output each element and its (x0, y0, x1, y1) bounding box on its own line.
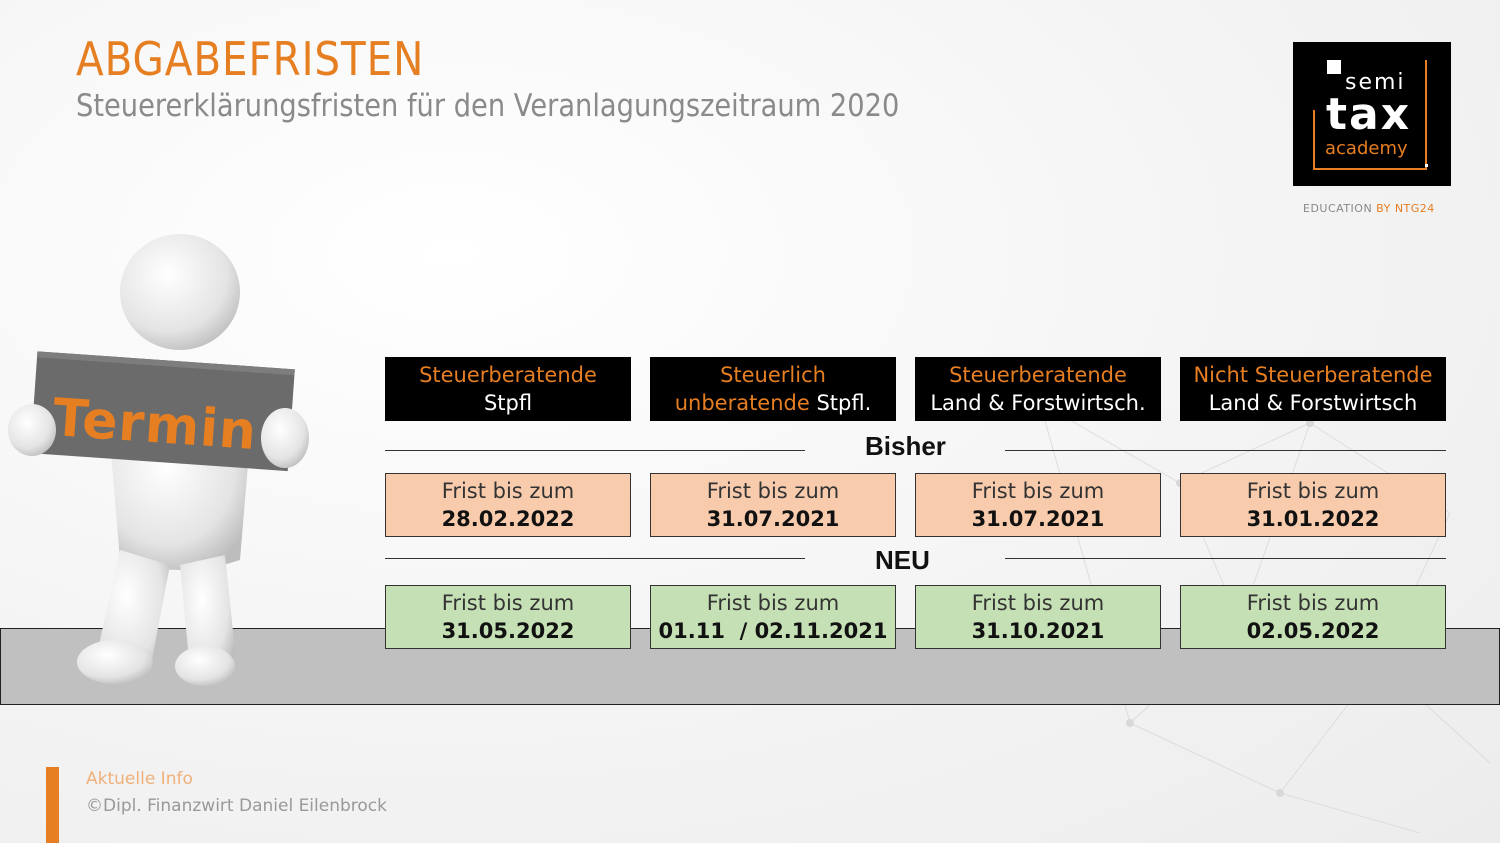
deadline-date: 01.11 / 02.11.2021 (658, 619, 888, 643)
deadline-label: Frist bis zum (441, 591, 575, 615)
logo-text-academy: academy (1325, 138, 1408, 159)
column-header-3-rest: Land & Forstwirtsch. (930, 391, 1146, 415)
neu-separator-right (1005, 558, 1446, 559)
logo-text-tax: tax (1326, 89, 1412, 140)
deadline-label: Frist bis zum (706, 479, 840, 503)
logo-text-semi: semi (1345, 70, 1406, 95)
page-title: ABGABEFRISTEN (76, 32, 425, 86)
footer-copyright: ©Dipl. Finanzwirt Daniel Eilenbrock (86, 796, 387, 816)
deadline-date: 31.10.2021 (971, 619, 1105, 643)
logo-square (1327, 60, 1341, 74)
bisher-deadline-1: Frist bis zum 28.02.2022 (385, 473, 631, 537)
bisher-deadline-3: Frist bis zum 31.07.2021 (915, 473, 1161, 537)
deadline-date: 28.02.2022 (441, 507, 575, 531)
page-subtitle: Steuererklärungsfristen für den Veranlag… (76, 88, 900, 124)
column-header-1: Steuerberatende Stpfl (385, 357, 631, 421)
deadline-label: Frist bis zum (1246, 591, 1380, 615)
logo-frame (1313, 60, 1427, 170)
deadline-date: 31.01.2022 (1246, 507, 1380, 531)
deadline-label: Frist bis zum (1246, 479, 1380, 503)
deadline-date: 02.05.2022 (1246, 619, 1380, 643)
neu-deadline-2: Frist bis zum 01.11 / 02.11.2021 (650, 585, 896, 649)
semitax-academy-logo: semi tax academy (1293, 42, 1451, 186)
neu-deadline-4: Frist bis zum 02.05.2022 (1180, 585, 1446, 649)
tagline-accent: BY NTG24 (1376, 202, 1435, 215)
column-header-2-rest: Stpfl. (809, 391, 872, 415)
neu-deadline-1: Frist bis zum 31.05.2022 (385, 585, 631, 649)
bisher-label: Bisher (865, 431, 946, 461)
bisher-separator-left (385, 450, 805, 451)
deadline-label: Frist bis zum (706, 591, 840, 615)
deadline-label: Frist bis zum (441, 479, 575, 503)
logo-dot (1425, 164, 1428, 167)
deadline-date: 31.07.2021 (971, 507, 1105, 531)
neu-label: NEU (875, 545, 930, 575)
footer-accent-bar (46, 767, 59, 843)
column-header-4-rest: Land & Forstwirtsch (1208, 391, 1418, 415)
deadline-label: Frist bis zum (971, 479, 1105, 503)
deadline-date: 31.07.2021 (706, 507, 840, 531)
bisher-separator-right (1005, 450, 1446, 451)
column-header-1-accent: Steuerberatende (419, 363, 597, 387)
column-header-2-accent: Steuerlich (720, 363, 826, 387)
column-header-1-rest: Stpfl (483, 391, 533, 415)
deadline-date: 31.05.2022 (441, 619, 575, 643)
column-header-2: Steuerlich unberatende Stpfl. (650, 357, 896, 421)
figure-holding-sign-illustration (8, 234, 309, 686)
bisher-deadline-2: Frist bis zum 31.07.2021 (650, 473, 896, 537)
column-header-2-accent2: unberatende (674, 391, 810, 415)
logo-tagline: EDUCATION BY NTG24 (1303, 202, 1435, 215)
deadline-label: Frist bis zum (971, 591, 1105, 615)
column-header-3: Steuerberatende Land & Forstwirtsch. (915, 357, 1161, 421)
column-header-3-accent: Steuerberatende (949, 363, 1127, 387)
footer-info: Aktuelle Info (86, 769, 193, 789)
neu-deadline-3: Frist bis zum 31.10.2021 (915, 585, 1161, 649)
bisher-deadline-4: Frist bis zum 31.01.2022 (1180, 473, 1446, 537)
tagline-prefix: EDUCATION (1303, 202, 1377, 215)
neu-separator-left (385, 558, 805, 559)
column-header-4-accent: Nicht Steuerberatende (1193, 363, 1433, 387)
column-header-4: Nicht Steuerberatende Land & Forstwirtsc… (1180, 357, 1446, 421)
